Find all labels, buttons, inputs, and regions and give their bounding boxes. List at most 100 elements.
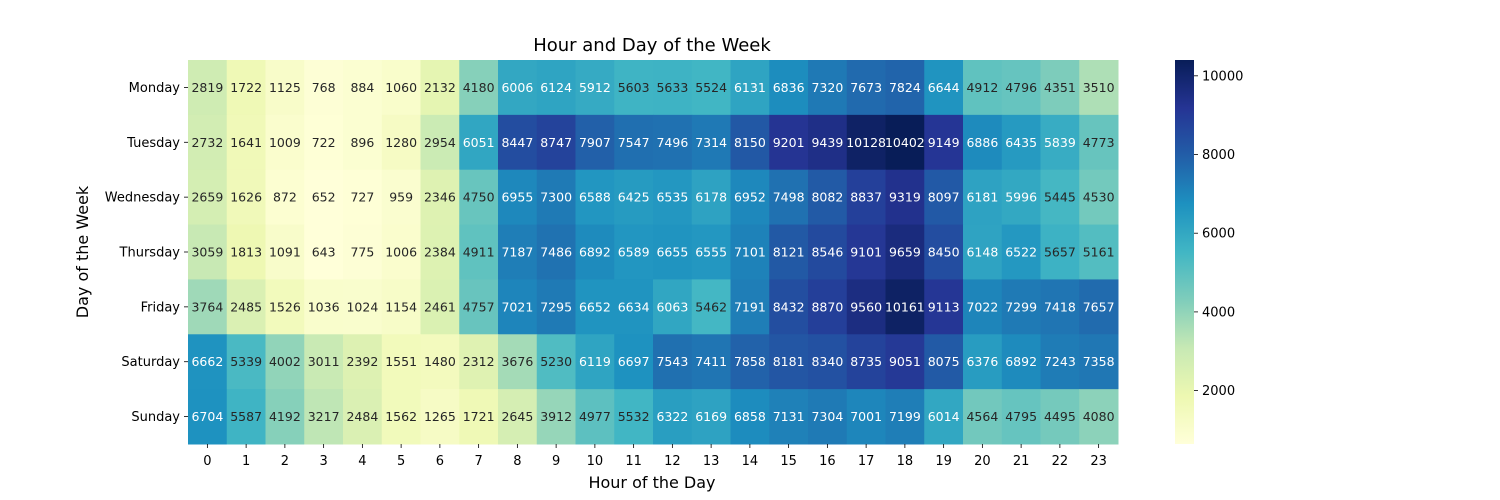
heatmap-cell (653, 114, 693, 171)
cell-value-label: 5462 (695, 299, 727, 314)
cell-value-label: 8340 (811, 354, 843, 369)
x-tick-label: 20 (974, 454, 991, 469)
heatmap-cell (536, 114, 576, 171)
cell-value-label: 6952 (734, 190, 766, 205)
cell-value-label: 722 (312, 135, 336, 150)
cell-value-label: 8097 (928, 190, 960, 205)
heatmap-cell (846, 279, 886, 335)
heatmap-cell (769, 389, 809, 445)
heatmap-cell (1040, 60, 1080, 116)
heatmap-cell (846, 169, 886, 226)
heatmap-cell (614, 389, 654, 445)
heatmap-cell (381, 389, 421, 445)
heatmap-cell (420, 389, 460, 445)
cell-value-label: 9560 (850, 299, 882, 314)
cell-value-label: 7858 (734, 354, 766, 369)
cell-value-label: 4192 (269, 409, 301, 424)
cell-value-label: 4750 (463, 190, 495, 205)
heatmap-cell (188, 60, 228, 116)
heatmap-cell (343, 114, 383, 171)
cell-value-label: 8082 (811, 190, 843, 205)
cell-value-label: 652 (312, 190, 336, 205)
heatmap-cell (963, 334, 1003, 390)
colorbar (1175, 60, 1194, 444)
heatmap-cell (691, 334, 731, 390)
heatmap-cell (769, 334, 809, 390)
heatmap-cell (536, 334, 576, 390)
y-tick-label: Sunday (131, 410, 180, 425)
cell-value-label: 7496 (656, 135, 688, 150)
cell-value-label: 2312 (463, 354, 495, 369)
heatmap-cell (614, 334, 654, 390)
heatmap-cell (846, 389, 886, 445)
cell-value-label: 8181 (773, 354, 805, 369)
cell-value-label: 1562 (385, 409, 417, 424)
heatmap-cell (924, 60, 964, 116)
cell-value-label: 7022 (966, 299, 998, 314)
heatmap-cell (769, 114, 809, 171)
x-tick-label: 18 (897, 454, 914, 469)
x-tick-label: 7 (474, 454, 482, 469)
heatmap-cell (420, 114, 460, 171)
heatmap-cell (1040, 389, 1080, 445)
heatmap-cell (885, 279, 925, 335)
colorbar-tick-label: 8000 (1202, 148, 1235, 163)
cell-value-label: 6589 (618, 245, 650, 260)
cell-value-label: 4773 (1083, 135, 1115, 150)
heatmap-cell (536, 224, 576, 280)
cell-value-label: 7673 (850, 80, 882, 95)
cell-value-label: 6006 (501, 80, 533, 95)
cell-value-label: 2645 (501, 409, 533, 424)
heatmap-cell (226, 60, 266, 116)
heatmap-cell (498, 334, 538, 390)
x-tick-label: 6 (436, 454, 444, 469)
heatmap-cell (265, 334, 305, 390)
heatmap-cell (265, 169, 305, 226)
cell-value-label: 10128 (846, 135, 886, 150)
heatmap-cell (885, 224, 925, 280)
x-tick-label: 10 (587, 454, 604, 469)
cell-value-label: 7358 (1083, 354, 1115, 369)
heatmap-cell (575, 224, 615, 280)
heatmap-cell (691, 60, 731, 116)
heatmap-cell (459, 169, 499, 226)
cell-value-label: 3676 (501, 354, 533, 369)
heatmap-cell (343, 60, 383, 116)
cell-value-label: 8432 (773, 299, 805, 314)
cell-value-label: 4911 (463, 245, 495, 260)
cell-value-label: 9051 (889, 354, 921, 369)
heatmap-cell (730, 279, 770, 335)
heatmap-cell (498, 279, 538, 335)
heatmap-cell (614, 224, 654, 280)
heatmap-cell (420, 169, 460, 226)
cell-value-label: 3011 (308, 354, 340, 369)
cell-value-label: 6655 (656, 245, 688, 260)
x-tick-label: 19 (935, 454, 952, 469)
x-tick-label: 3 (319, 454, 327, 469)
heatmap-cell (304, 169, 344, 226)
colorbar-ticks: 2000 4000 6000 8000 10000 (1194, 69, 1243, 399)
cell-value-label: 6955 (501, 190, 533, 205)
x-tick-label: 11 (625, 454, 642, 469)
x-tick-label: 23 (1090, 454, 1107, 469)
heatmap-cell (963, 224, 1003, 280)
heatmap-cell (963, 114, 1003, 171)
heatmap-cell (808, 389, 848, 445)
heatmap-cell (808, 224, 848, 280)
cell-value-label: 1154 (385, 299, 417, 314)
heatmap-cell (1001, 169, 1041, 226)
heatmap-cell (846, 114, 886, 171)
heatmap-cell (304, 334, 344, 390)
heatmap-cell (924, 169, 964, 226)
y-tick-label: Saturday (121, 355, 180, 370)
colorbar-tick-label: 4000 (1202, 305, 1235, 320)
heatmap-cell (1001, 334, 1041, 390)
heatmap-cell (924, 114, 964, 171)
cell-value-label: 7543 (656, 354, 688, 369)
cell-value-label: 4530 (1083, 190, 1115, 205)
heatmap-cell (420, 279, 460, 335)
colorbar-tick-label: 6000 (1202, 227, 1235, 242)
cell-value-label: 6555 (695, 245, 727, 260)
heatmap-cell (1001, 114, 1041, 171)
cell-value-label: 8747 (540, 135, 572, 150)
